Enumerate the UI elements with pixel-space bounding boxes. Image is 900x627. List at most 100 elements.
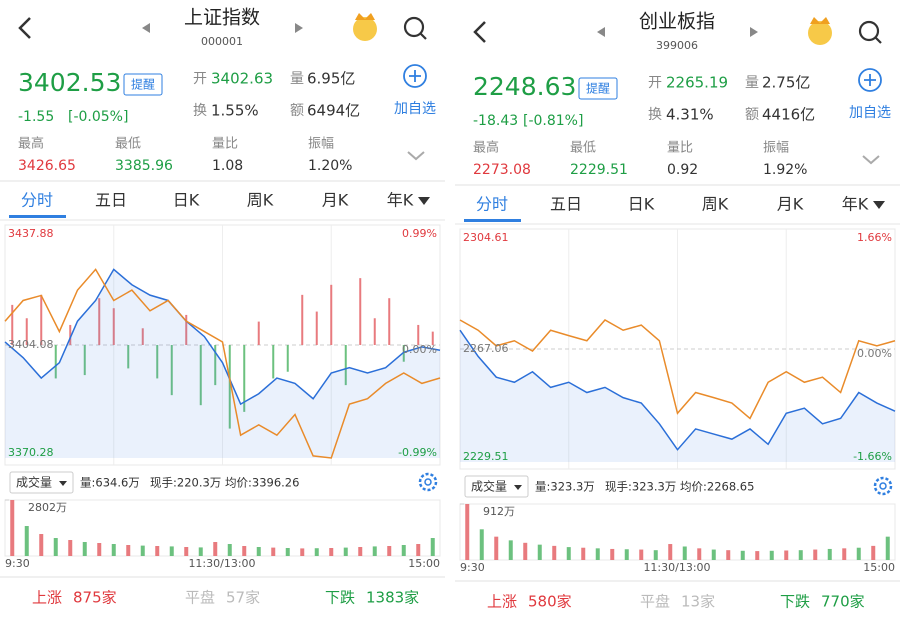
breadth-bar (228, 345, 231, 429)
breadth-label: 上涨 (32, 589, 62, 607)
breadth-bar (431, 331, 434, 345)
stat-value: 1.20% (308, 158, 352, 174)
next-arrow[interactable] (750, 27, 758, 37)
volume-bar (329, 548, 334, 556)
breadth-bar (199, 345, 202, 406)
pct-max: 1.66% (857, 231, 892, 244)
time-label: 15:00 (408, 557, 440, 570)
breadth-value: 875家 (73, 589, 117, 607)
search-handle (874, 36, 882, 44)
alert-button[interactable] (123, 73, 163, 96)
volume-selector[interactable] (464, 475, 529, 498)
settings-icon[interactable] (418, 472, 438, 492)
tab[interactable]: 五日 (95, 191, 127, 210)
tab-dropdown (873, 201, 885, 209)
volume-info: 现手:323.3万 (605, 480, 676, 494)
back-button[interactable] (18, 17, 31, 39)
volume-bar (740, 550, 745, 560)
pct-min: -1.66% (853, 450, 892, 463)
tab[interactable]: 年K (842, 195, 869, 214)
tab[interactable]: 日K (628, 195, 655, 214)
tab-underline (9, 215, 66, 218)
change-pct: [-0.05%] (68, 109, 128, 125)
back-button[interactable] (473, 21, 486, 43)
breadth-bar (112, 308, 115, 345)
search-icon[interactable] (403, 16, 425, 38)
tab[interactable]: 周K (247, 191, 274, 210)
tab[interactable]: 分时 (21, 191, 53, 210)
volume-bar (68, 540, 73, 556)
settings-icon[interactable] (873, 476, 893, 496)
mascot-icon[interactable] (808, 21, 832, 45)
tab[interactable]: 周K (702, 195, 729, 214)
breadth-value: 770家 (821, 593, 865, 611)
breadth-bar (141, 328, 144, 345)
tab[interactable]: 日K (173, 191, 200, 210)
price: 3402.53 (18, 68, 121, 97)
volume-bar (494, 536, 499, 560)
breadth-bar (127, 345, 130, 369)
breadth-bar (83, 345, 86, 376)
breadth-bar (388, 298, 391, 345)
price-line (4, 268, 441, 406)
volume-total: 6.95亿 (307, 70, 355, 88)
volume-selector[interactable] (9, 471, 74, 494)
volume-info: 均价:3396.26 (225, 476, 299, 490)
stat-label: 最低 (570, 141, 596, 156)
add-icon[interactable] (403, 64, 427, 88)
next-arrow[interactable] (295, 23, 303, 33)
add-watchlist[interactable]: 加自选 (849, 105, 891, 121)
volume-bar (10, 500, 15, 556)
breadth-bar (98, 298, 101, 345)
stat-label: 最高 (473, 140, 499, 156)
volume-bar (682, 546, 687, 560)
axis-min: 2229.51 (463, 450, 509, 463)
volume-bar (24, 526, 29, 556)
axis-prev-close: 2267.06 (463, 342, 509, 355)
volume-bar (198, 547, 203, 556)
tab[interactable]: 分时 (476, 195, 508, 214)
prev-arrow[interactable] (142, 23, 150, 33)
amount: 4416亿 (762, 106, 815, 124)
volume-bar (668, 544, 673, 560)
volume-bar (871, 545, 876, 560)
change-pct: [-0.81%] (523, 113, 583, 129)
prev-arrow[interactable] (597, 27, 605, 37)
stat-value: 1.08 (212, 158, 243, 174)
change: -18.43 (473, 113, 518, 129)
breadth-bar (11, 304, 14, 345)
tab[interactable]: 五日 (550, 195, 582, 214)
stat-label: 最高 (18, 136, 44, 152)
separator (455, 580, 900, 582)
label: 开 (648, 75, 662, 91)
breadth-bar (301, 294, 304, 345)
tab[interactable]: 月K (322, 191, 349, 210)
selector-arrow (59, 481, 67, 486)
open: 3402.63 (211, 70, 273, 88)
volume-bar (566, 547, 571, 560)
label: 量 (290, 71, 304, 87)
alert-button[interactable] (578, 77, 618, 100)
volume-frame (459, 503, 896, 561)
alert-button-label: 提醒 (586, 81, 610, 96)
mascot-icon[interactable] (353, 17, 377, 41)
orange-line (4, 268, 441, 459)
change: -1.55 (18, 109, 54, 125)
add-icon[interactable] (858, 68, 882, 92)
search-icon[interactable] (858, 20, 880, 42)
code: 399006 (656, 39, 698, 52)
breadth-bar (359, 278, 362, 345)
label: 额 (745, 107, 759, 123)
time-label: 9:30 (5, 557, 30, 570)
volume-bar (479, 529, 484, 560)
search-handle (419, 32, 427, 40)
tab[interactable]: 年K (387, 191, 414, 210)
volume-bar (624, 549, 629, 560)
expand-chevron[interactable] (407, 151, 425, 161)
tab[interactable]: 月K (777, 195, 804, 214)
price-line (459, 329, 896, 451)
expand-chevron[interactable] (862, 155, 880, 165)
title: 创业板指 (639, 11, 715, 33)
add-watchlist[interactable]: 加自选 (394, 101, 436, 117)
volume-bar (827, 548, 832, 560)
